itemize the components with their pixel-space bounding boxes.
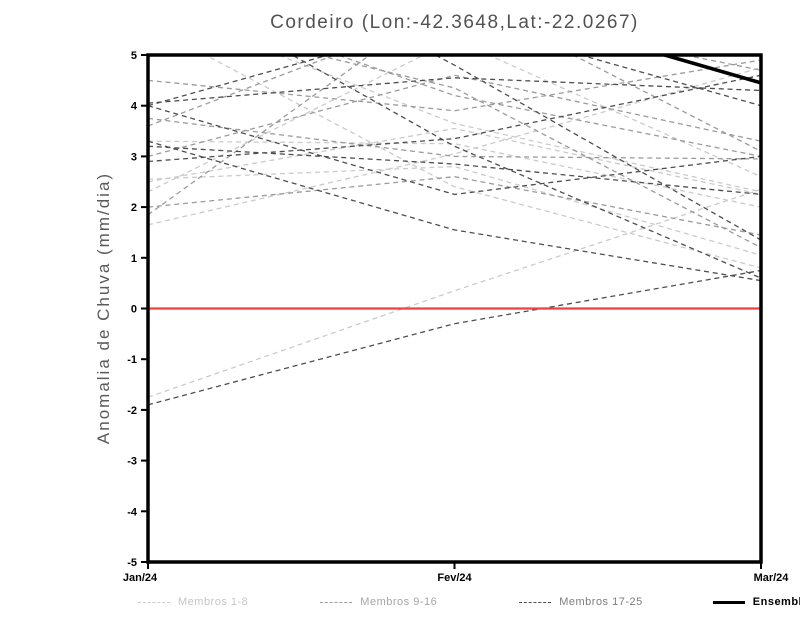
y-tick-label: -3 bbox=[127, 456, 137, 468]
legend: Membros 1-8 Membros 9-16 Membros 17-25 Ense… bbox=[108, 592, 800, 612]
legend-dashed-line-sample bbox=[320, 601, 353, 603]
x-tick-label: Jan/24 bbox=[123, 572, 158, 584]
legend-dashed-line-sample bbox=[138, 601, 170, 603]
y-tick-label: -5 bbox=[127, 557, 137, 569]
member-trace bbox=[148, 127, 761, 196]
legend-item: Membros 1-8 bbox=[138, 596, 248, 608]
member-trace bbox=[148, 55, 761, 216]
y-tick-label: 1 bbox=[131, 253, 137, 265]
member-trace bbox=[314, 55, 761, 249]
legend-label: Ensemble Mean bbox=[752, 596, 800, 608]
legend-label: Membros 1-8 bbox=[178, 596, 249, 608]
member-trace bbox=[148, 145, 761, 196]
y-tick-label: 4 bbox=[131, 101, 138, 113]
x-tick-label: Fev/24 bbox=[437, 572, 472, 584]
member-trace bbox=[148, 140, 761, 208]
legend-item: Membros 17-25 bbox=[519, 596, 643, 608]
member-trace bbox=[148, 74, 761, 163]
legend-label: Membros 17-25 bbox=[559, 596, 643, 608]
y-tick-label: 2 bbox=[131, 202, 137, 214]
member-trace bbox=[148, 105, 761, 196]
member-trace bbox=[148, 74, 761, 158]
series-lines bbox=[148, 55, 761, 406]
y-tick-label: -1 bbox=[127, 354, 137, 366]
member-trace bbox=[204, 55, 761, 269]
y-tick-label: 0 bbox=[131, 304, 137, 316]
legend-item: Ensemble Mean bbox=[712, 596, 800, 608]
member-trace bbox=[148, 140, 761, 282]
member-trace bbox=[148, 188, 761, 398]
member-trace bbox=[148, 77, 761, 104]
member-trace bbox=[433, 55, 761, 241]
x-tick-label: Mar/24 bbox=[754, 572, 790, 584]
member-trace bbox=[148, 176, 761, 236]
member-trace bbox=[148, 117, 761, 160]
member-trace bbox=[335, 55, 761, 158]
member-trace bbox=[148, 55, 761, 107]
legend-label: Membros 9-16 bbox=[360, 596, 438, 608]
y-tick-label: -2 bbox=[127, 405, 137, 417]
member-trace bbox=[148, 165, 761, 256]
ensemble-mean-line bbox=[658, 55, 761, 85]
member-trace bbox=[276, 55, 761, 193]
y-tick-label: 3 bbox=[131, 151, 137, 163]
chart-title: Cordeiro (Lon:-42.3648,Lat:-22.0267) bbox=[270, 12, 639, 33]
member-trace bbox=[148, 55, 761, 127]
member-trace bbox=[290, 55, 761, 279]
y-tick-label: -4 bbox=[127, 506, 138, 518]
member-trace bbox=[148, 59, 761, 112]
y-tick-label: 5 bbox=[131, 50, 137, 62]
member-trace bbox=[148, 55, 761, 193]
legend-solid-line-sample bbox=[712, 600, 745, 604]
legend-item: Membros 9-16 bbox=[320, 596, 437, 608]
legend-dashed-line-sample bbox=[519, 601, 552, 603]
member-trace bbox=[148, 269, 761, 406]
